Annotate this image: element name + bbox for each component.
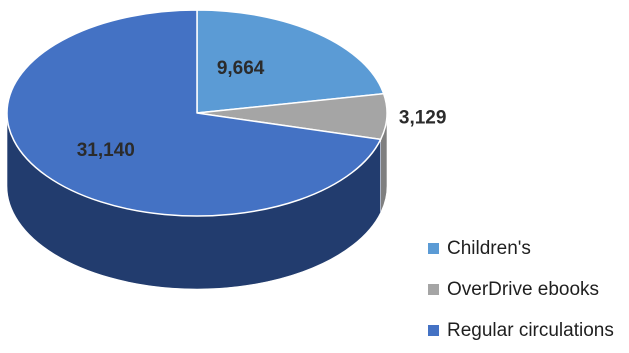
legend-label-childrens: Children's	[447, 237, 531, 259]
legend-item-childrens: Children's	[428, 228, 628, 269]
data-label-overdrive-ebooks: 3,129	[399, 108, 447, 129]
legend-label-overdrive-ebooks: OverDrive ebooks	[447, 278, 600, 300]
legend-swatch-regular-circulations	[428, 325, 439, 336]
pie-sides	[6, 112, 388, 290]
data-label-regular-circulations: 31,140	[77, 140, 135, 161]
pie-slice-childrens	[196, 9, 385, 114]
legend-swatch-overdrive-ebooks	[428, 284, 439, 295]
data-labels: 9,664 3,129 31,140	[77, 58, 447, 161]
legend-swatch-childrens	[428, 243, 439, 254]
pie-slice-regular-circulations	[6, 9, 382, 217]
legend-item-overdrive-ebooks: OverDrive ebooks	[428, 269, 628, 310]
data-label-childrens: 9,664	[217, 58, 265, 79]
legend: Children's OverDrive ebooks Regular circ…	[428, 228, 628, 351]
legend-label-regular-circulations: Regular circulations	[447, 319, 614, 341]
pie-tops	[6, 9, 388, 217]
legend-item-regular-circulations: Regular circulations	[428, 310, 628, 351]
